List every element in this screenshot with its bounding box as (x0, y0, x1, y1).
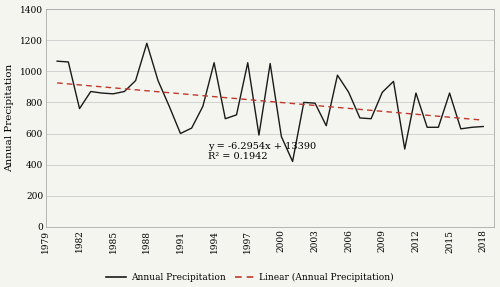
Linear (Annual Precipitation) (290, 102, 296, 105)
Line: Annual Precipitation: Annual Precipitation (57, 43, 483, 162)
Linear (Annual Precipitation) (424, 114, 430, 117)
Linear (Annual Precipitation) (144, 89, 150, 92)
Linear (Annual Precipitation) (380, 110, 386, 113)
Linear (Annual Precipitation) (368, 108, 374, 112)
Text: y = -6.2954x + 13390
R² = 0.1942: y = -6.2954x + 13390 R² = 0.1942 (208, 142, 316, 162)
Annual Precipitation (368, 117, 374, 121)
Annual Precipitation (390, 80, 396, 83)
Annual Precipitation (178, 132, 184, 135)
Linear (Annual Precipitation) (469, 117, 475, 121)
Y-axis label: Annual Precipitation: Annual Precipitation (6, 64, 15, 172)
Linear (Annual Precipitation) (267, 100, 273, 103)
Annual Precipitation (188, 126, 194, 130)
Annual Precipitation (380, 91, 386, 94)
Linear (Annual Precipitation) (346, 107, 352, 110)
Linear (Annual Precipitation) (301, 103, 307, 106)
Linear (Annual Precipitation) (122, 87, 128, 90)
Linear (Annual Precipitation) (132, 88, 138, 92)
Linear (Annual Precipitation) (54, 81, 60, 85)
Linear (Annual Precipitation) (66, 82, 71, 86)
Linear (Annual Precipitation) (357, 108, 363, 111)
Annual Precipitation (334, 73, 340, 77)
Annual Precipitation (66, 60, 71, 64)
Linear (Annual Precipitation) (413, 113, 419, 116)
Annual Precipitation (290, 160, 296, 163)
Annual Precipitation (122, 90, 128, 93)
Linear (Annual Precipitation) (390, 110, 396, 114)
Linear (Annual Precipitation) (211, 95, 217, 98)
Linear (Annual Precipitation) (312, 104, 318, 107)
Annual Precipitation (144, 42, 150, 45)
Annual Precipitation (458, 127, 464, 131)
Annual Precipitation (76, 107, 82, 110)
Annual Precipitation (166, 104, 172, 108)
Annual Precipitation (312, 101, 318, 105)
Linear (Annual Precipitation) (76, 83, 82, 87)
Annual Precipitation (155, 79, 161, 82)
Linear (Annual Precipitation) (88, 84, 94, 88)
Linear (Annual Precipitation) (99, 85, 105, 89)
Annual Precipitation (110, 92, 116, 96)
Linear (Annual Precipitation) (278, 101, 284, 104)
Annual Precipitation (54, 59, 60, 63)
Annual Precipitation (99, 91, 105, 95)
Linear (Annual Precipitation) (178, 92, 184, 95)
Annual Precipitation (267, 62, 273, 65)
Annual Precipitation (469, 125, 475, 129)
Linear (Annual Precipitation) (458, 117, 464, 120)
Annual Precipitation (480, 125, 486, 128)
Annual Precipitation (436, 125, 442, 129)
Annual Precipitation (424, 125, 430, 129)
Annual Precipitation (211, 61, 217, 65)
Linear (Annual Precipitation) (334, 106, 340, 109)
Linear (Annual Precipitation) (188, 93, 194, 96)
Annual Precipitation (256, 133, 262, 137)
Annual Precipitation (413, 91, 419, 95)
Annual Precipitation (446, 91, 452, 95)
Annual Precipitation (278, 135, 284, 138)
Linear (Annual Precipitation) (256, 99, 262, 102)
Annual Precipitation (357, 116, 363, 120)
Linear (Annual Precipitation) (222, 96, 228, 99)
Annual Precipitation (301, 101, 307, 104)
Line: Linear (Annual Precipitation): Linear (Annual Precipitation) (57, 83, 483, 120)
Linear (Annual Precipitation) (323, 105, 329, 108)
Annual Precipitation (244, 61, 250, 65)
Linear (Annual Precipitation) (402, 112, 407, 115)
Annual Precipitation (88, 90, 94, 93)
Linear (Annual Precipitation) (480, 119, 486, 122)
Linear (Annual Precipitation) (446, 115, 452, 119)
Linear (Annual Precipitation) (436, 115, 442, 118)
Linear (Annual Precipitation) (110, 86, 116, 90)
Annual Precipitation (200, 104, 206, 108)
Linear (Annual Precipitation) (234, 97, 239, 100)
Linear (Annual Precipitation) (244, 98, 250, 101)
Annual Precipitation (222, 117, 228, 121)
Annual Precipitation (234, 113, 239, 117)
Annual Precipitation (346, 91, 352, 94)
Legend: Annual Precipitation, Linear (Annual Precipitation): Annual Precipitation, Linear (Annual Pre… (103, 269, 397, 285)
Annual Precipitation (323, 124, 329, 127)
Linear (Annual Precipitation) (200, 94, 206, 97)
Linear (Annual Precipitation) (166, 91, 172, 94)
Linear (Annual Precipitation) (155, 90, 161, 94)
Annual Precipitation (132, 79, 138, 82)
Annual Precipitation (402, 147, 407, 151)
